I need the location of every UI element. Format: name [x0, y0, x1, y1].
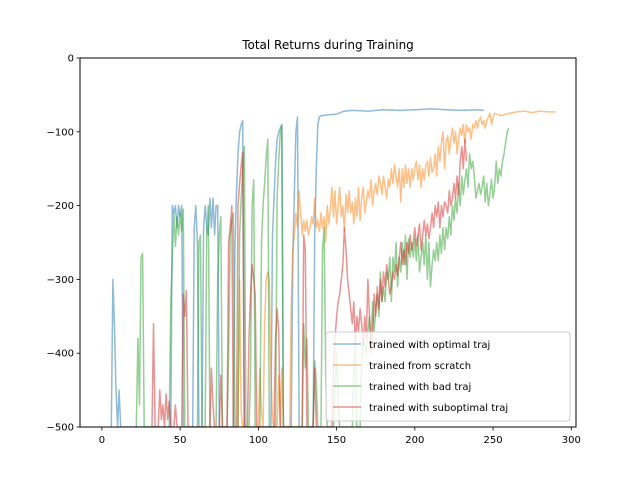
x-tick-label: 300 — [562, 435, 581, 446]
legend-label: trained with bad traj — [369, 382, 471, 393]
series-layer — [110, 108, 556, 427]
x-tick-label: 0 — [99, 435, 105, 446]
chart-title: Total Returns during Training — [241, 38, 414, 52]
legend-label: trained with optimal traj — [369, 340, 490, 351]
x-tick-label: 200 — [405, 435, 424, 446]
legend-box — [325, 331, 571, 422]
x-axis: 0 50 100 150 200 250 300 — [99, 427, 581, 446]
y-tick-label: −100 — [47, 127, 74, 138]
x-tick-label: 250 — [484, 435, 503, 446]
y-tick-label: −500 — [47, 423, 74, 434]
legend: trained with optimal traj trained from sc… — [325, 331, 571, 422]
y-tick-label: −300 — [47, 275, 74, 286]
series-line-2 — [237, 110, 556, 427]
legend-label: trained from scratch — [369, 361, 471, 372]
x-tick-label: 50 — [174, 435, 187, 446]
y-axis: 0 −100 −200 −300 −400 −500 — [47, 54, 80, 434]
series-line-1 — [110, 108, 484, 427]
plot-frame — [79, 57, 577, 428]
x-tick-label: 150 — [327, 435, 346, 446]
x-tick-label: 100 — [249, 435, 268, 446]
legend-label: trained with suboptimal traj — [369, 403, 508, 414]
series-line-4 — [151, 138, 468, 427]
y-tick-label: 0 — [68, 54, 74, 65]
y-tick-label: −200 — [47, 201, 74, 212]
y-tick-label: −400 — [47, 349, 74, 360]
